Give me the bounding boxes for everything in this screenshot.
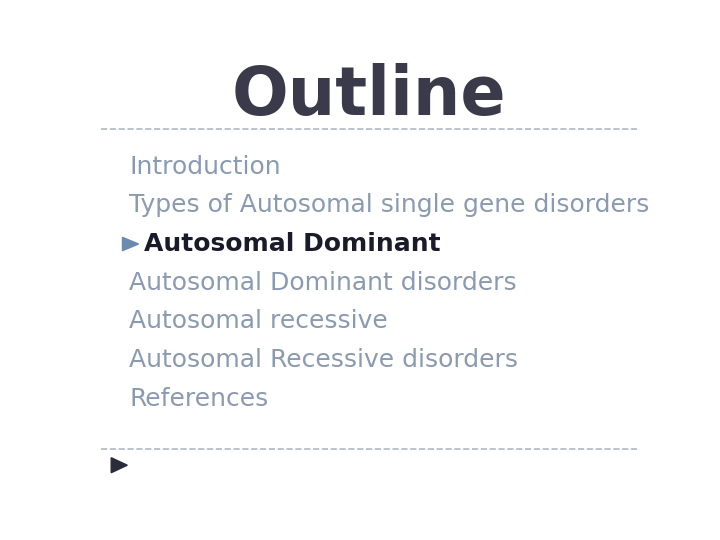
Text: Autosomal Dominant disorders: Autosomal Dominant disorders xyxy=(129,271,517,295)
Text: Outline: Outline xyxy=(232,63,506,129)
Text: Introduction: Introduction xyxy=(129,154,281,179)
Text: Autosomal Recessive disorders: Autosomal Recessive disorders xyxy=(129,348,518,372)
Text: Autosomal recessive: Autosomal recessive xyxy=(129,309,388,333)
Text: References: References xyxy=(129,387,269,411)
Text: Autosomal Dominant: Autosomal Dominant xyxy=(144,232,441,256)
Text: Types of Autosomal single gene disorders: Types of Autosomal single gene disorders xyxy=(129,193,649,217)
Polygon shape xyxy=(122,238,138,251)
Polygon shape xyxy=(111,458,127,472)
